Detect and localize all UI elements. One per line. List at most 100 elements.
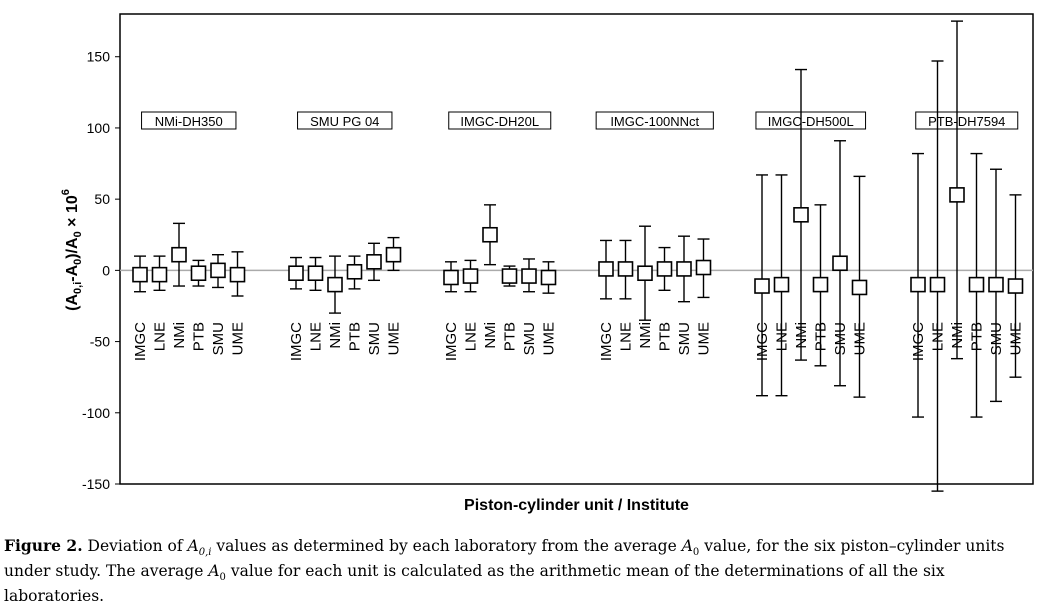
institute-label: LNE	[774, 322, 791, 351]
group-label: NMi-DH350	[155, 114, 223, 129]
data-point	[366, 254, 382, 270]
institute-label: NMi	[171, 322, 188, 349]
data-point	[307, 265, 324, 282]
institute-label: NMi	[637, 322, 654, 349]
data-point	[171, 246, 187, 263]
institute-label: IMGC	[754, 322, 771, 361]
institute-label: SMU	[210, 322, 227, 355]
institute-label: NMi	[793, 322, 810, 349]
y-tick-label: -150	[82, 476, 110, 492]
data-point	[637, 265, 653, 282]
data-point	[598, 261, 614, 277]
data-point	[949, 187, 965, 203]
institute-label: IMGC	[598, 322, 615, 361]
institute-label: SMU	[521, 322, 538, 355]
institute-label: LNE	[930, 322, 947, 351]
institute-label: UME	[1008, 322, 1025, 355]
group-label-box	[141, 111, 237, 130]
institute-label: UME	[696, 322, 713, 355]
caption-text-3: value, for the six piston–cylinder units…	[4, 537, 1005, 581]
caption-sub-a0i: 0,i	[198, 547, 212, 559]
institute-label: LNE	[308, 322, 325, 351]
x-axis-label: Piston-cylinder unit / Institute	[464, 497, 689, 514]
institute-label: PTB	[657, 322, 674, 351]
institute-label: PTB	[969, 322, 986, 351]
institute-label: SMU	[832, 322, 849, 355]
institute-label: UME	[541, 322, 558, 355]
data-point	[540, 269, 557, 286]
caption-symbol-a0b: A	[208, 562, 220, 581]
group-label-box	[755, 111, 867, 130]
y-tick-label: -100	[82, 405, 110, 421]
data-point	[617, 261, 634, 277]
institute-label: NMi	[949, 322, 966, 349]
group-label: PTB-DH7594	[928, 114, 1005, 129]
data-point	[482, 226, 498, 243]
data-point	[910, 276, 926, 293]
institute-label: NMi	[327, 322, 344, 349]
data-point	[929, 276, 946, 293]
caption-text-1: Deviation of	[82, 537, 188, 555]
plot-area: -150 -100 -50 0 50 100 150 (A0,i-A0)/A0 × 106 NM…	[60, 13, 1034, 492]
institute-label: UME	[386, 322, 403, 355]
group-label: IMGC-100NNct	[610, 114, 699, 129]
institute-label: LNE	[463, 322, 480, 351]
plot-frame	[119, 13, 1034, 485]
institute-label: SMU	[366, 322, 383, 355]
data-point	[132, 266, 148, 283]
y-tick-label: 100	[87, 120, 111, 136]
caption-sub-a0: 0	[692, 547, 700, 559]
y-tick-label: 0	[102, 262, 110, 278]
data-point	[968, 276, 985, 293]
data-point	[812, 276, 829, 293]
group-label-box	[915, 111, 1019, 130]
institute-label: IMGC	[288, 322, 305, 361]
y-tick-label: 150	[87, 49, 111, 65]
institute-label: NMi	[482, 322, 499, 349]
data-point	[443, 269, 459, 286]
figure-caption: Figure 2. Deviation of A0,i values as de…	[4, 536, 1044, 606]
caption-sub-a0b: 0	[219, 572, 226, 584]
institute-label: IMGC	[910, 322, 927, 361]
data-point	[501, 268, 518, 284]
data-point	[773, 276, 790, 293]
data-point	[229, 266, 246, 283]
data-point	[210, 262, 226, 279]
caption-text-2: values as determined by each laboratory …	[211, 537, 682, 555]
group-label-box	[448, 111, 552, 130]
data-point	[521, 268, 537, 284]
data-point	[151, 266, 168, 283]
data-point	[676, 261, 692, 277]
caption-symbol-a0: A	[681, 537, 693, 555]
data-point	[288, 265, 304, 282]
group-label: SMU PG 04	[310, 114, 379, 129]
institute-label: UME	[230, 322, 247, 355]
data-point	[988, 276, 1004, 293]
institute-label: PTB	[813, 322, 830, 351]
data-point	[695, 259, 712, 276]
data-point	[462, 268, 479, 284]
group-label: IMGC-DH20L	[460, 114, 539, 129]
data-point	[1007, 278, 1024, 294]
caption-label: Figure 2.	[4, 536, 83, 555]
group-label-box	[595, 111, 714, 130]
y-tick-label: -50	[90, 334, 110, 350]
data-point	[346, 263, 363, 280]
institute-label: IMGC	[132, 322, 149, 361]
institute-label: PTB	[347, 322, 364, 351]
institute-label: SMU	[988, 322, 1005, 355]
y-axis-label: (A0,i-A0)/A0 × 106	[60, 189, 84, 311]
group-label: IMGC-DH500L	[768, 114, 854, 129]
institute-label: LNE	[618, 322, 635, 351]
institute-label: PTB	[502, 322, 519, 351]
institute-label: UME	[852, 322, 869, 355]
data-point	[656, 261, 673, 277]
institute-label: SMU	[676, 322, 693, 355]
data-point	[327, 276, 343, 293]
institute-label: PTB	[191, 322, 208, 351]
data-point	[832, 255, 848, 272]
data-point	[190, 265, 207, 282]
caption-symbol-a0i: A	[187, 537, 199, 555]
data-point	[385, 246, 402, 263]
data-point	[754, 278, 770, 294]
